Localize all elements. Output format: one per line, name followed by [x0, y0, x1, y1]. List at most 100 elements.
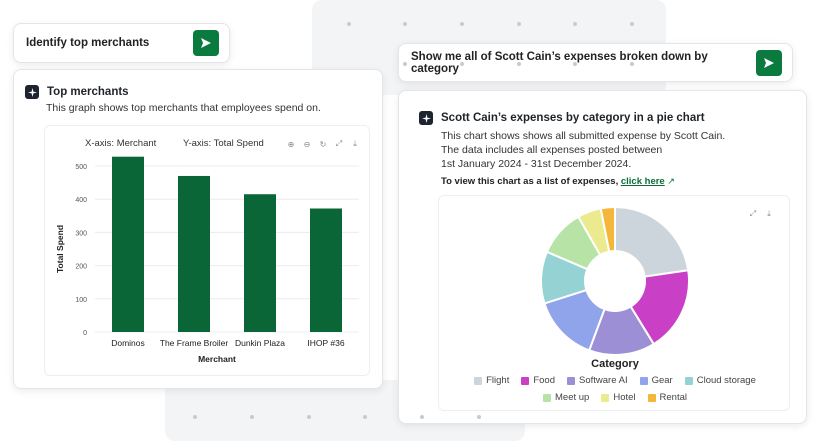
- legend-swatch: [647, 393, 656, 402]
- legend-item-gear[interactable]: Gear: [639, 375, 673, 386]
- list-prefix: To view this chart as a list of expenses…: [441, 176, 619, 187]
- send-icon: [764, 57, 775, 68]
- legend-item-flight[interactable]: Flight: [474, 375, 509, 386]
- x-tick-label: The Frame Broiler: [160, 338, 229, 348]
- x-axis-caption: X-axis: Merchant: [85, 138, 156, 149]
- download-icon[interactable]: ⤓: [353, 139, 357, 148]
- bar-chart-panel: X-axis: Merchant Y-axis: Total Spend ⊕ ⊖…: [44, 125, 370, 376]
- x-tick-label: Dunkin Plaza: [235, 338, 285, 348]
- bar-dominos: [112, 156, 144, 332]
- legend-label: Food: [533, 375, 555, 386]
- grid-dot: [193, 415, 197, 419]
- y-tick-label: 0: [83, 330, 87, 337]
- list-view-hint: To view this chart as a list of expenses…: [441, 176, 675, 187]
- y-axis-label: Total Spend: [55, 225, 65, 273]
- legend-swatch: [567, 376, 575, 385]
- pie-slice-rental: [599, 205, 616, 253]
- pie-chart: [540, 205, 690, 356]
- legend-swatch: [639, 376, 648, 385]
- legend-label: Flight: [486, 375, 510, 386]
- legend-swatch: [543, 393, 551, 402]
- legend-swatch: [601, 393, 610, 402]
- prompt-scott-expenses: Show me all of Scott Cain’s expenses bro…: [398, 43, 793, 82]
- grid-dot: [250, 415, 254, 419]
- chart-legend: Flight Food Software AI Gear Cloud storage Me…: [459, 375, 771, 409]
- legend-swatch: [474, 376, 483, 385]
- y-tick-label: 100: [75, 297, 87, 304]
- y-tick-label: 300: [75, 230, 87, 237]
- legend-item-rental[interactable]: Rental: [647, 392, 687, 403]
- chart-toolbar: ⊕ ⊖ ↻ ⤢ ⤓: [285, 138, 361, 150]
- legend-label: Hotel: [613, 392, 636, 403]
- x-axis-label: Merchant: [198, 354, 236, 364]
- grid-dot: [573, 62, 577, 66]
- bar-ihop-36: [310, 208, 342, 332]
- legend-swatch: [684, 376, 693, 385]
- card-title: Scott Cain’s expenses by category in a p…: [441, 112, 705, 124]
- legend-label: Gear: [651, 375, 673, 386]
- grid-dot: [307, 415, 311, 419]
- grid-dot: [403, 62, 407, 66]
- card-title: Top merchants: [47, 86, 129, 98]
- legend-swatch: [521, 376, 530, 385]
- click-here-link[interactable]: click here: [620, 176, 665, 187]
- grid-dot: [460, 22, 464, 26]
- y-axis-value: Total Spend: [213, 138, 264, 149]
- pie-slice-food: [629, 269, 690, 346]
- sparkle-icon: [25, 85, 39, 99]
- legend-item-food[interactable]: Food: [521, 375, 555, 386]
- y-tick-label: 500: [75, 164, 87, 171]
- grid-dot: [420, 415, 424, 419]
- x-axis-prefix: X-axis:: [85, 138, 115, 149]
- x-axis-value: Merchant: [116, 138, 157, 149]
- download-icon[interactable]: ⤓: [767, 209, 771, 218]
- legend-title: Category: [591, 358, 639, 370]
- y-tick-label: 400: [75, 197, 87, 204]
- send-button[interactable]: [756, 49, 782, 76]
- pie-slice-flight: [614, 205, 690, 278]
- grid-dot: [403, 22, 407, 26]
- x-tick-label: IHOP #36: [307, 338, 344, 348]
- x-tick-label: Dominos: [111, 338, 145, 348]
- desc-line: 1st January 2024 - 31st December 2024.: [441, 158, 632, 170]
- card-description: This chart shows shows all submitted exp…: [441, 129, 725, 171]
- y-axis-prefix: Y-axis:: [183, 138, 212, 149]
- grid-dot: [363, 415, 367, 419]
- desc-line: The data includes all expenses posted be…: [441, 144, 663, 156]
- grid-dot: [573, 22, 577, 26]
- legend-label: Meet up: [555, 392, 590, 403]
- grid-dot: [477, 415, 481, 419]
- legend-item-cloud-storage[interactable]: Cloud storage: [684, 375, 756, 386]
- bar-the-frame-broiler: [178, 175, 210, 332]
- external-link-icon: ↗: [667, 176, 675, 186]
- chart-toolbar: ⤢ ⤓: [747, 208, 775, 220]
- send-button[interactable]: [193, 30, 219, 56]
- legend-label: Cloud storage: [696, 375, 756, 386]
- legend-item-hotel[interactable]: Hotel: [601, 392, 636, 403]
- prompt-text: Show me all of Scott Cain’s expenses bro…: [411, 50, 708, 75]
- legend-item-meet-up[interactable]: Meet up: [543, 392, 589, 403]
- bar-chart: 0 100 200 300 400 500 Dominos The Frame Broiler…: [55, 156, 359, 364]
- grid-dot: [347, 22, 351, 26]
- legend-item-software-ai[interactable]: Software AI: [567, 375, 628, 386]
- prompt-identify-merchants: Identify top merchants: [13, 23, 230, 63]
- zoom-out-icon[interactable]: ⊖: [303, 139, 311, 149]
- expand-icon[interactable]: ⤢: [749, 209, 757, 218]
- grid-dot: [517, 22, 521, 26]
- sparkle-icon: [419, 111, 433, 125]
- expenses-card: Scott Cain’s expenses by category in a p…: [398, 90, 807, 424]
- desc-line: This chart shows shows all submitted exp…: [441, 130, 726, 142]
- expand-icon[interactable]: ⤢: [335, 139, 343, 148]
- grid-dot: [630, 22, 634, 26]
- zoom-in-icon[interactable]: ⊕: [287, 139, 295, 149]
- y-tick-label: 200: [75, 264, 87, 271]
- bar-dunkin-plaza: [244, 194, 276, 332]
- legend-label: Software AI: [579, 375, 628, 386]
- grid-dot: [630, 62, 634, 66]
- card-description: This graph shows top merchants that empl…: [46, 102, 321, 114]
- prompt-text: Identify top merchants: [26, 37, 150, 49]
- reset-icon[interactable]: ↻: [319, 139, 327, 149]
- pie-chart-panel: ⤢ ⤓ Category Flight Food Software AI Gear Cl…: [438, 195, 790, 411]
- grid-dot: [460, 62, 464, 66]
- send-icon: [201, 38, 211, 48]
